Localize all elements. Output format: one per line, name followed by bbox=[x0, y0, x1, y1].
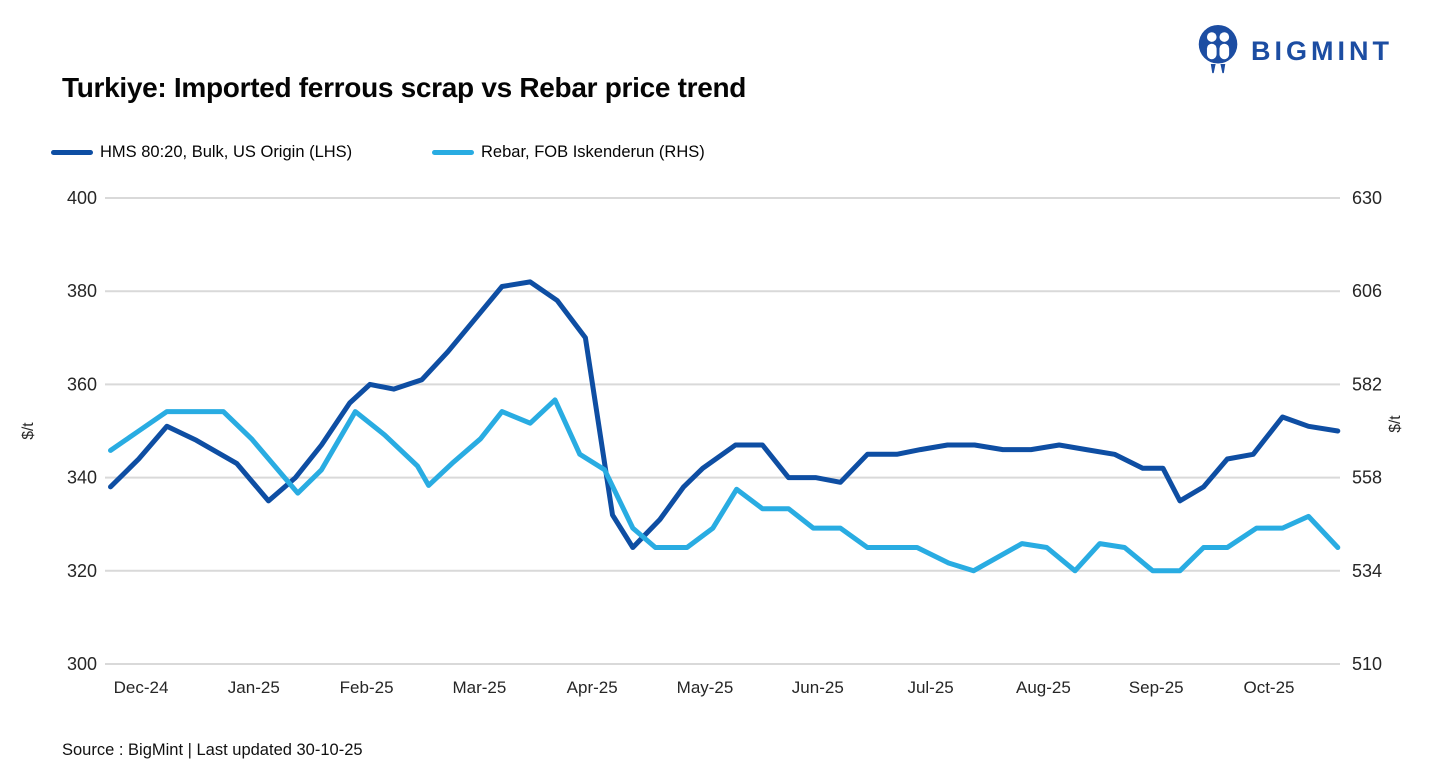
brand-name: BIGMINT bbox=[1251, 35, 1393, 66]
left-axis-tick-label: 360 bbox=[67, 374, 97, 394]
axis-labels: 400 630 380 606 360 582 340 558 320 534 300 510 Dec-… bbox=[20, 188, 1404, 697]
x-axis-tick-label: Jun-25 bbox=[792, 678, 844, 697]
legend-label-hms: HMS 80:20, Bulk, US Origin (LHS) bbox=[100, 143, 353, 161]
right-axis-unit-label: $/t bbox=[1387, 415, 1404, 433]
source-note: Source : BigMint | Last updated 30-10-25 bbox=[62, 741, 363, 759]
legend-item-hms: HMS 80:20, Bulk, US Origin (LHS) bbox=[51, 143, 352, 162]
left-axis-tick-label: 340 bbox=[67, 468, 97, 488]
x-axis-tick-label: Mar-25 bbox=[452, 678, 506, 697]
series-lines bbox=[108, 279, 1341, 574]
right-axis-tick-label: 534 bbox=[1352, 561, 1382, 581]
left-axis-tick-label: 380 bbox=[67, 281, 97, 301]
right-axis-tick-label: 582 bbox=[1352, 374, 1382, 394]
x-axis-tick-label: Dec-24 bbox=[114, 678, 169, 697]
series-line-rebar bbox=[108, 397, 1341, 574]
x-axis-tick-label: Apr-25 bbox=[567, 678, 618, 697]
right-axis-tick-label: 630 bbox=[1352, 188, 1382, 208]
legend-item-rebar: Rebar, FOB Iskenderun (RHS) bbox=[432, 143, 705, 162]
series-line-hms bbox=[108, 279, 1341, 550]
hms-line-swatch bbox=[51, 150, 93, 155]
x-axis-tick-label: Jul-25 bbox=[907, 678, 953, 697]
legend-label-rebar: Rebar, FOB Iskenderun (RHS) bbox=[481, 143, 705, 161]
chart-title: Turkiye: Imported ferrous scrap vs Rebar… bbox=[62, 72, 747, 103]
right-axis-tick-label: 558 bbox=[1352, 468, 1382, 488]
right-axis-tick-label: 606 bbox=[1352, 281, 1382, 301]
brand-logo: BIGMINT bbox=[1196, 24, 1393, 78]
x-axis-tick-label: Sep-25 bbox=[1129, 678, 1184, 697]
left-axis-tick-label: 320 bbox=[67, 561, 97, 581]
x-axis-tick-label: Aug-25 bbox=[1016, 678, 1071, 697]
x-axis-tick-label: May-25 bbox=[677, 678, 734, 697]
right-axis-tick-label: 510 bbox=[1352, 654, 1382, 674]
rebar-line-swatch bbox=[432, 150, 474, 155]
x-axis-tick-label: Jan-25 bbox=[228, 678, 280, 697]
gridlines bbox=[105, 197, 1340, 665]
left-axis-tick-label: 300 bbox=[67, 654, 97, 674]
x-axis-tick-label: Oct-25 bbox=[1243, 678, 1294, 697]
left-axis-tick-label: 400 bbox=[67, 188, 97, 208]
bigmint-logo-icon bbox=[1198, 24, 1238, 74]
x-axis-tick-label: Feb-25 bbox=[340, 678, 394, 697]
left-axis-unit-label: $/t bbox=[20, 422, 37, 440]
